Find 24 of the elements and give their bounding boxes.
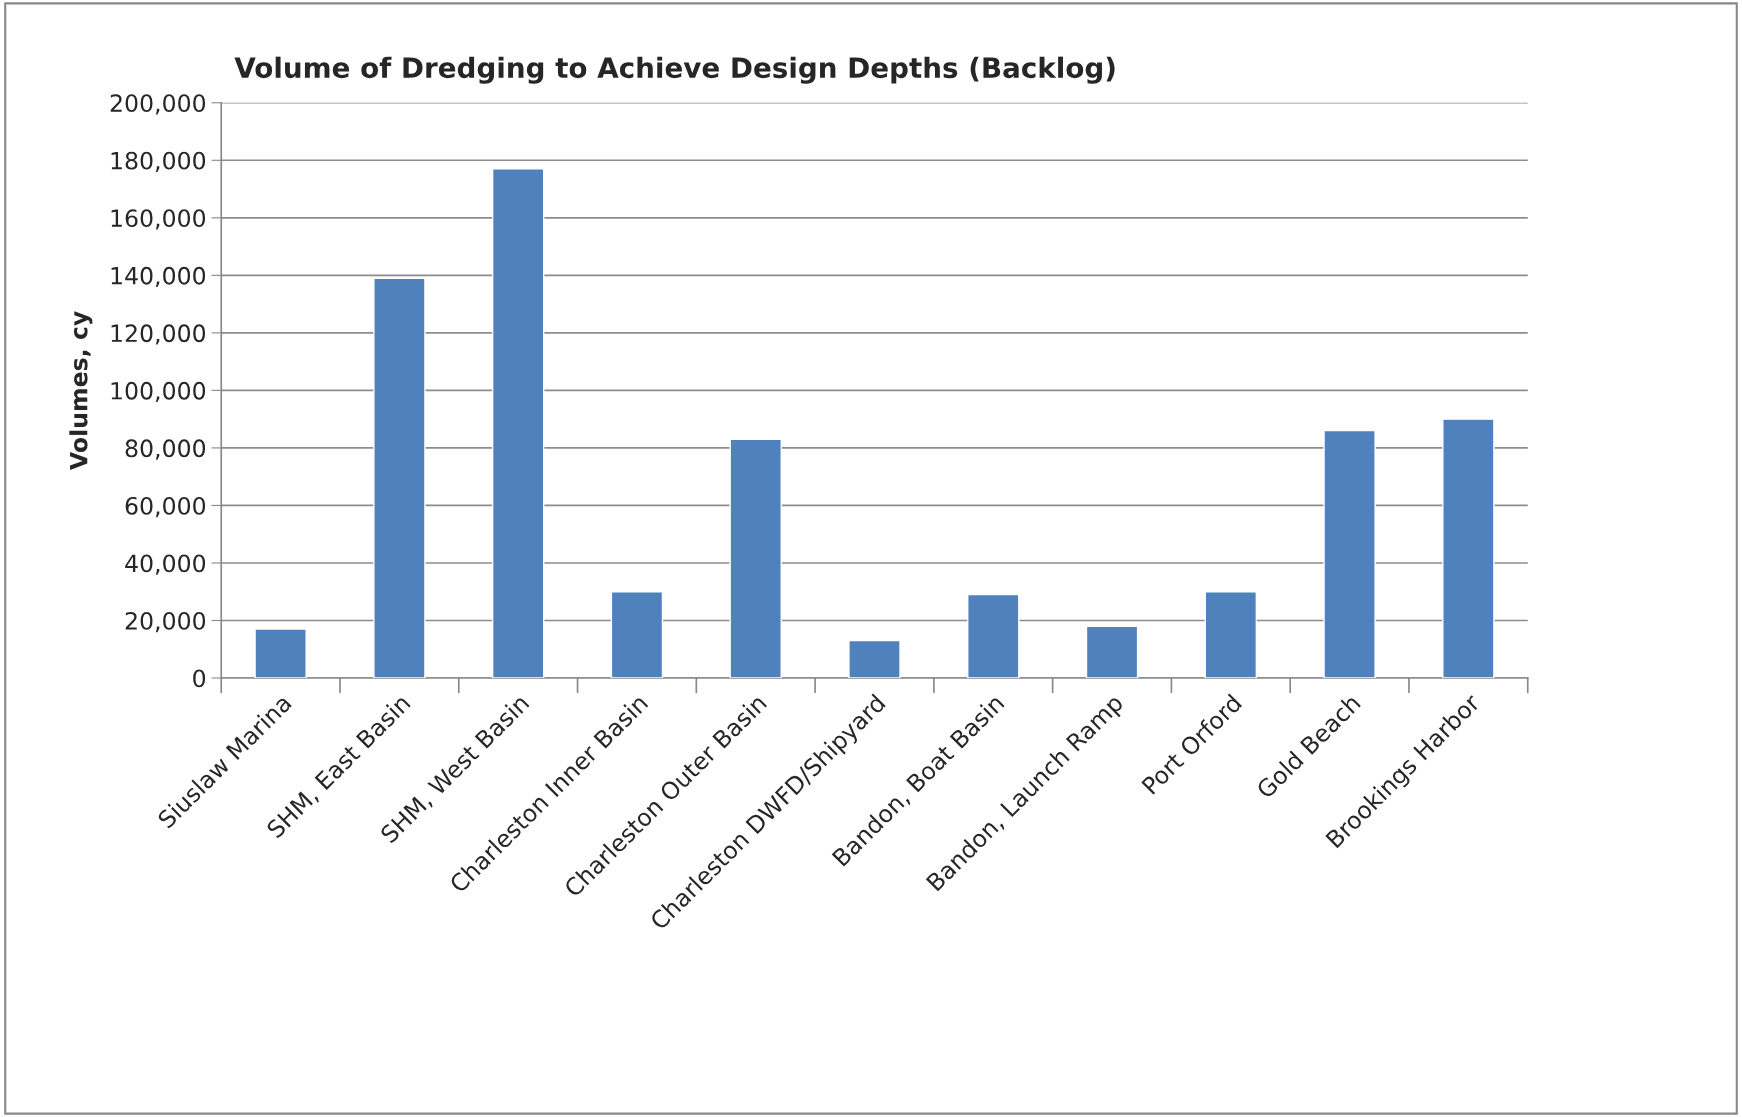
y-tick-label: 100,000 <box>111 381 206 403</box>
bar <box>1442 418 1495 679</box>
bar <box>254 628 307 679</box>
bar <box>491 168 545 679</box>
bar <box>373 277 426 679</box>
bar <box>967 593 1020 679</box>
y-tick-label: 160,000 <box>111 209 206 230</box>
y-tick-label: 200,000 <box>110 94 206 115</box>
bar <box>1323 429 1376 679</box>
y-tick-label: 80,000 <box>125 439 206 460</box>
bar <box>729 438 782 679</box>
bar <box>1085 625 1139 679</box>
y-tick-label: 60,000 <box>125 496 206 518</box>
y-tick-label: 180,000 <box>111 151 206 172</box>
bar <box>1204 591 1258 679</box>
y-tick-label: 40,000 <box>125 554 206 575</box>
y-axis-title: Volumes, cy <box>69 311 93 470</box>
y-tick-label: 120,000 <box>111 324 206 345</box>
bar <box>848 639 901 679</box>
y-tick-label: 140,000 <box>111 266 206 288</box>
chart-title: Volume of Dredging to Achieve Design Depths (Backlog) <box>234 56 1115 84</box>
y-tick-label: 0 <box>193 669 206 688</box>
y-tick-label: 20,000 <box>125 611 206 633</box>
bar <box>610 591 664 679</box>
